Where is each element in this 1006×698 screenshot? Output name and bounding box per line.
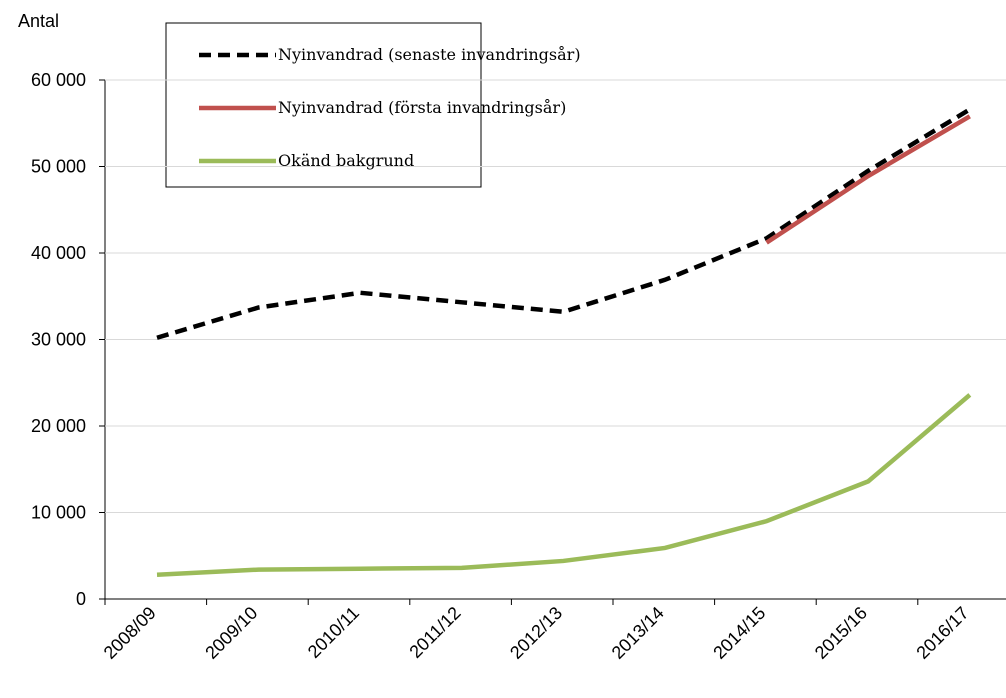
legend-text: Okänd bakgrund bbox=[278, 151, 414, 170]
series-line bbox=[156, 393, 972, 578]
y-tick-label: 20 000 bbox=[31, 416, 86, 436]
y-tick-label: 50 000 bbox=[31, 157, 86, 177]
x-tick-label: 2016/17 bbox=[912, 603, 972, 663]
legend-text: Nyinvandrad (senaste invandringsår) bbox=[278, 45, 581, 64]
y-tick-label: 60 000 bbox=[31, 70, 86, 90]
y-axis-label: Antal bbox=[18, 11, 59, 31]
x-tick-label: 2015/16 bbox=[811, 603, 871, 663]
x-tick-label: 2011/12 bbox=[405, 603, 464, 662]
x-tick-label: 2014/15 bbox=[709, 603, 769, 663]
series-line bbox=[765, 114, 971, 245]
x-tick-label: 2013/14 bbox=[608, 603, 668, 663]
x-tick-label: 2010/11 bbox=[304, 603, 363, 662]
y-tick-label: 10 000 bbox=[31, 503, 86, 523]
y-tick-label: 30 000 bbox=[31, 330, 86, 350]
x-tick-label: 2012/13 bbox=[506, 603, 566, 663]
series-line bbox=[156, 107, 971, 340]
x-tick-label: 2009/10 bbox=[201, 603, 261, 663]
y-tick-label: 40 000 bbox=[31, 243, 86, 263]
legend-text: Nyinvandrad (första invandringsår) bbox=[278, 98, 566, 117]
y-tick-label: 0 bbox=[76, 589, 86, 609]
x-tick-label: 2008/09 bbox=[100, 603, 160, 663]
